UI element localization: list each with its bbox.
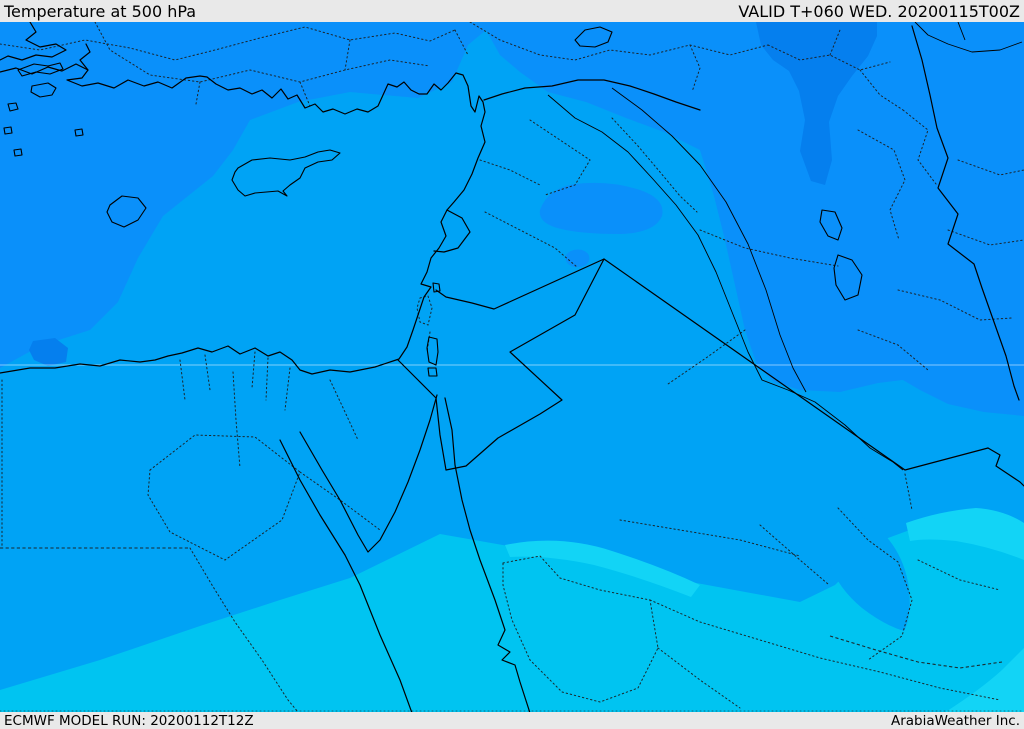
temp-band-warm-sliver-center <box>505 540 700 597</box>
temp-band-coldest-pocket-ne <box>756 22 877 185</box>
weather-map-canvas <box>0 22 1024 712</box>
dead-sea <box>426 336 439 366</box>
temp-band-warm-sliver-right <box>906 508 1024 560</box>
lake-urmia-south <box>833 254 863 301</box>
iraq-saudi-border <box>603 258 989 471</box>
temperature-bands <box>0 22 1024 712</box>
kuwait-coast <box>987 447 1024 487</box>
temp-band-cold-pocket-syria <box>539 182 663 234</box>
temp-band-cold-pocket-syria-small <box>565 249 590 268</box>
jordan-borders <box>397 258 605 471</box>
lebanon-border <box>433 209 471 253</box>
tigris-river <box>611 87 807 393</box>
aegean-island-small1 <box>7 102 19 112</box>
header-bar: Temperature at 500 hPa VALID T+060 WED. … <box>0 0 1024 22</box>
model-run-label: ECMWF MODEL RUN: 20200112T12Z <box>4 712 254 729</box>
temp-band-mid-wedge <box>826 506 910 631</box>
aegean-island-small2 <box>3 126 13 135</box>
aegean-island-small3 <box>13 148 23 157</box>
temp-band-warm-corner <box>945 648 1024 712</box>
temp-band-cold <box>0 22 1024 416</box>
valid-time-label: VALID T+060 WED. 20200115T00Z <box>738 1 1020 21</box>
rhodes-island <box>106 195 147 228</box>
gulf-of-suez-west-shore <box>279 439 413 712</box>
sinai-aqaba-coast <box>299 394 438 553</box>
marmara-south-coast <box>0 63 89 75</box>
temp-band-coldest-pocket-delta <box>29 338 68 366</box>
anatolia-levant-coast <box>0 43 486 375</box>
turkey-syria-border <box>483 79 701 111</box>
thrace-coast <box>0 22 67 61</box>
dead-sea-south-basin <box>427 367 438 377</box>
cyprus-island <box>231 149 341 197</box>
euphrates-river <box>547 94 904 471</box>
iran-iraq-border <box>911 25 1020 401</box>
aegean-island-chios <box>30 82 57 98</box>
coastlines <box>0 22 1024 712</box>
credit-label: ArabiaWeather Inc. <box>890 712 1020 729</box>
lake-van <box>574 26 613 48</box>
temp-band-cool-cyan <box>0 519 1024 712</box>
aegean-island-lesbos <box>17 62 64 77</box>
aegean-island-small4 <box>74 128 84 137</box>
kura-river <box>914 22 1023 53</box>
lake-urmia <box>819 209 843 241</box>
sea-of-galilee <box>432 282 441 293</box>
admin-borders-dashed <box>0 547 1003 669</box>
islands-and-lakes <box>3 26 863 377</box>
saudi-red-sea-coast <box>444 397 531 712</box>
footer-bar: ECMWF MODEL RUN: 20200112T12Z ArabiaWeat… <box>0 712 1024 729</box>
map-title: Temperature at 500 hPa <box>4 1 197 21</box>
temperature-map-svg <box>0 22 1024 712</box>
rivers <box>547 22 1023 471</box>
admin-borders-dotted <box>0 22 1024 712</box>
